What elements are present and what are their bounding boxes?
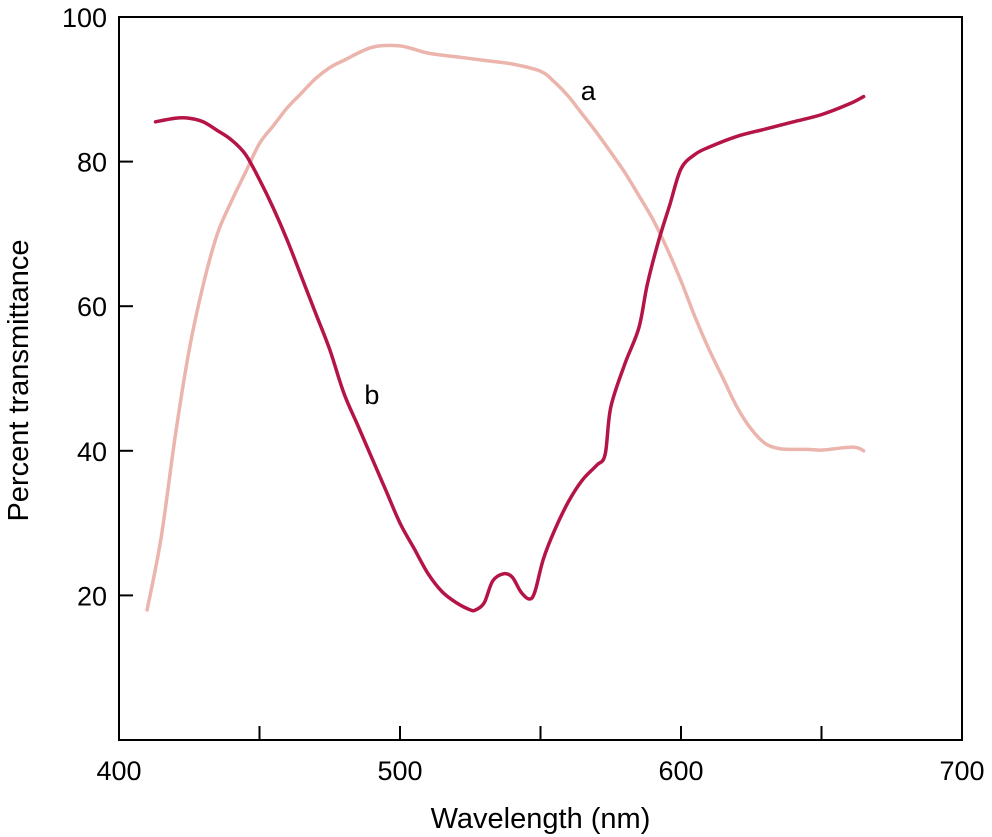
y-tick-label: 80 xyxy=(77,148,107,178)
plot-frame xyxy=(118,16,963,741)
x-tick-label: 600 xyxy=(658,756,703,786)
y-tick-label: 20 xyxy=(77,581,107,611)
y-tick-label: 40 xyxy=(77,437,107,467)
axes xyxy=(118,16,963,741)
ticks: 400 500 600 700 20 40 60 80 100 xyxy=(62,3,985,786)
series-line-a xyxy=(145,43,866,612)
series-label-b: b xyxy=(364,380,379,410)
series-lines: ab xyxy=(145,43,866,613)
y-tick-label: 60 xyxy=(77,292,107,322)
x-tick-label: 700 xyxy=(939,756,984,786)
y-tick-label: 100 xyxy=(62,3,107,33)
y-axis-title: Percent transmittance xyxy=(3,239,35,521)
series-label-a: a xyxy=(581,76,597,106)
x-tick-label: 500 xyxy=(377,756,422,786)
series-line-b xyxy=(153,94,866,613)
x-axis-title: Wavelength (nm) xyxy=(431,803,651,835)
x-tick-label: 400 xyxy=(96,756,141,786)
